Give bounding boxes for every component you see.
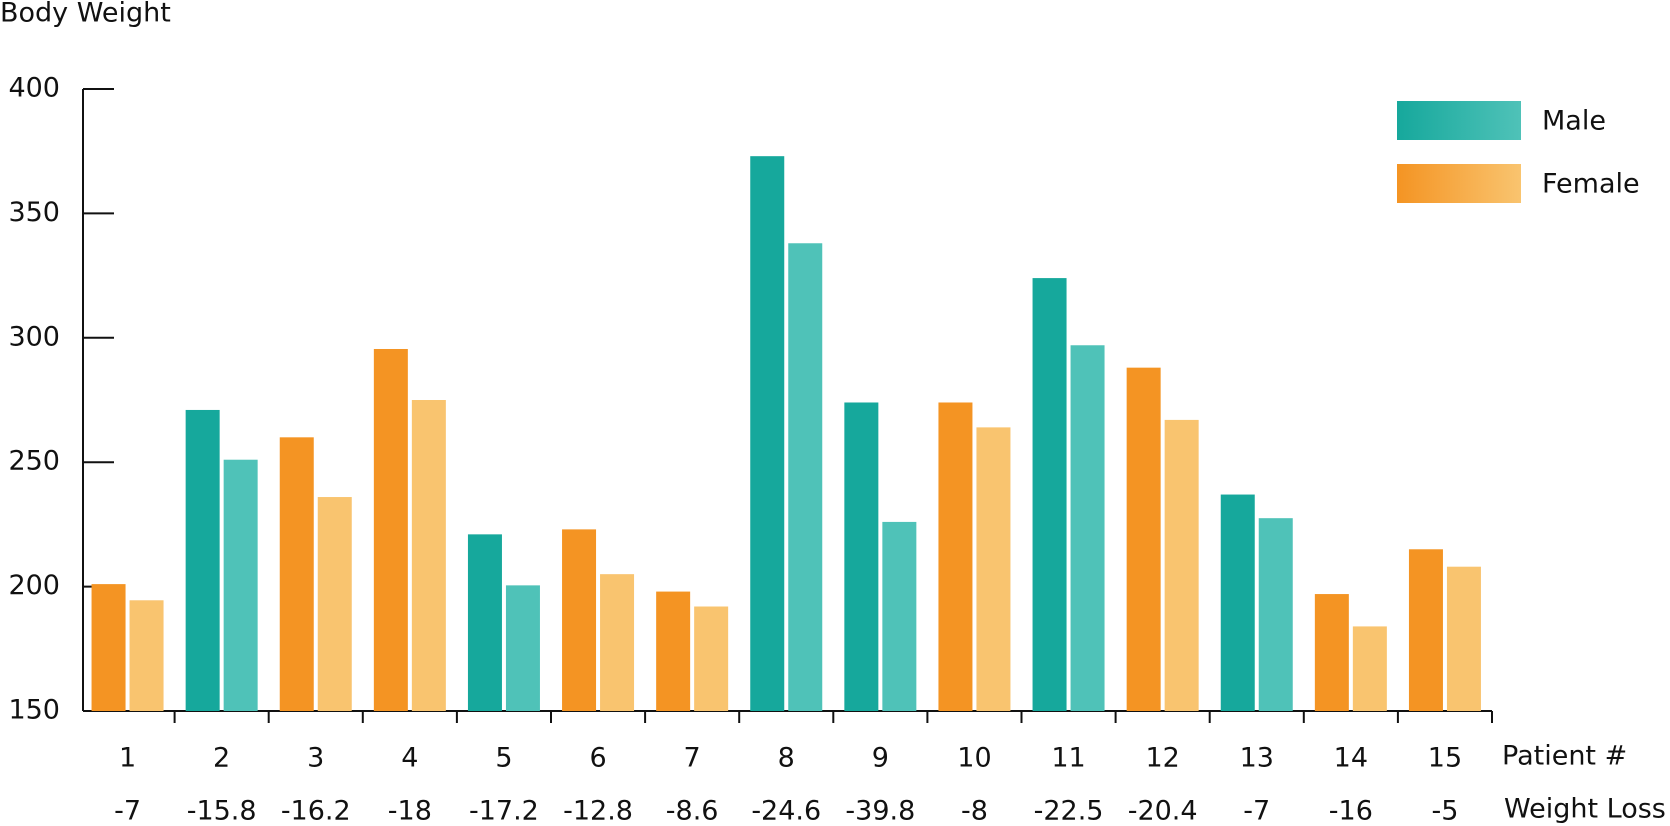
x-tick-label: 10 <box>957 743 991 774</box>
x-tick-label: 5 <box>495 743 512 774</box>
y-tick-label: 350 <box>8 197 60 228</box>
y-tick-label: 150 <box>8 695 60 726</box>
bar <box>1032 278 1067 711</box>
bar <box>317 497 352 711</box>
weight-loss-value: -7 <box>1243 796 1270 826</box>
bar <box>1126 367 1161 711</box>
x-tick-label: 2 <box>213 743 230 774</box>
weight-loss-value: -22.5 <box>1034 796 1104 826</box>
weight-loss-value: -12.8 <box>563 796 633 826</box>
legend-swatch <box>1397 101 1521 140</box>
x-tick-label: 4 <box>401 743 418 774</box>
weight-loss-value: -16 <box>1329 796 1373 826</box>
bar <box>750 156 785 711</box>
bar <box>1408 549 1443 711</box>
y-tick-label: 200 <box>8 570 60 601</box>
weight-loss-value: -16.2 <box>281 796 351 826</box>
bar <box>938 402 973 711</box>
bar <box>788 243 823 712</box>
y-tick-label: 400 <box>8 73 60 104</box>
bar <box>656 591 691 711</box>
bar <box>844 402 879 711</box>
x-tick-label: 1 <box>119 743 136 774</box>
bar <box>1352 626 1387 711</box>
bar <box>373 348 408 711</box>
bar <box>505 585 540 711</box>
x-tick-label: 6 <box>589 743 606 774</box>
x-tick-label: 15 <box>1428 743 1462 774</box>
y-axis-title: Body Weight <box>0 0 171 29</box>
y-tick-label: 300 <box>8 321 60 352</box>
x-tick-label: 12 <box>1145 743 1179 774</box>
x-tick-label: 11 <box>1051 743 1085 774</box>
bar <box>223 459 258 711</box>
bar <box>411 400 446 711</box>
bar <box>600 574 635 711</box>
x-tick-label: 13 <box>1240 743 1274 774</box>
x-tick-label: 7 <box>684 743 701 774</box>
bar <box>1314 594 1349 711</box>
x-tick-label: 14 <box>1334 743 1368 774</box>
weight-loss-value: -8.6 <box>666 796 719 826</box>
x-axis-title: Patient # <box>1502 741 1627 772</box>
bar <box>562 529 597 711</box>
bar <box>1220 494 1255 711</box>
weight-loss-value: -15.8 <box>187 796 257 826</box>
bar <box>467 534 502 711</box>
bar <box>185 409 220 711</box>
bar <box>882 521 917 711</box>
x-tick-label: 8 <box>778 743 795 774</box>
weight-loss-value: -8 <box>961 796 988 826</box>
weight-loss-value: -39.8 <box>845 796 915 826</box>
legend-label: Male <box>1542 106 1606 137</box>
bar <box>279 437 314 711</box>
legend-label: Female <box>1542 169 1640 200</box>
bar <box>1164 419 1199 711</box>
bar <box>1070 345 1105 711</box>
weight-loss-value: -20.4 <box>1128 796 1198 826</box>
weight-loss-value: -7 <box>114 796 141 826</box>
weight-loss-value: -24.6 <box>751 796 821 826</box>
weight-loss-value: -17.2 <box>469 796 539 826</box>
bar <box>976 427 1011 711</box>
legend-swatch <box>1397 164 1521 203</box>
bar <box>129 600 164 711</box>
bar <box>1446 566 1481 711</box>
x-tick-label: 9 <box>872 743 889 774</box>
y-tick-label: 250 <box>8 446 60 477</box>
weight-loss-value: -18 <box>388 796 432 826</box>
bar <box>1258 518 1293 711</box>
bar <box>91 584 126 711</box>
weight-loss-value: -5 <box>1431 796 1458 826</box>
x-tick-label: 3 <box>307 743 324 774</box>
weight-loss-label: Weight Loss <box>1504 794 1666 825</box>
bar <box>694 606 729 711</box>
